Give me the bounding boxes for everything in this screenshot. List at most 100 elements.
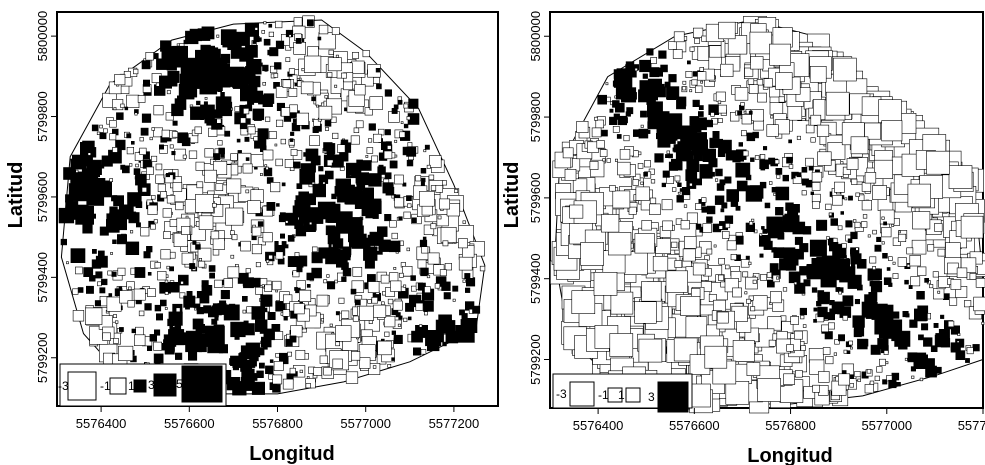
residual-square (285, 57, 291, 62)
residual-square (331, 27, 340, 35)
residual-square (760, 274, 767, 281)
residual-square (324, 95, 328, 99)
residual-square (717, 149, 726, 157)
residual-square (702, 148, 716, 162)
residual-square (311, 96, 316, 102)
residual-square (909, 255, 921, 267)
residual-square (748, 295, 754, 301)
residual-square (726, 153, 732, 159)
residual-square (369, 96, 383, 110)
y-axis-ticks: 5799200 5799400 5799600 5799800 5800000 (35, 11, 57, 383)
residual-square (316, 294, 329, 307)
residual-square (716, 311, 729, 324)
residual-square (195, 244, 201, 250)
residual-square (391, 357, 395, 361)
residual-square (91, 259, 102, 269)
residual-square (591, 127, 602, 138)
residual-square (245, 268, 251, 274)
residual-square (394, 197, 404, 208)
residual-square (117, 234, 128, 245)
residual-square (975, 277, 985, 288)
residual-square (254, 27, 258, 31)
residual-square (110, 252, 113, 255)
residual-square (748, 261, 752, 266)
residual-square (403, 123, 409, 129)
residual-square (832, 237, 838, 243)
residual-square (782, 287, 788, 292)
residual-square (872, 266, 877, 270)
residual-square (752, 279, 757, 284)
residual-square (394, 139, 398, 143)
residual-square (187, 61, 198, 72)
residual-square (365, 155, 369, 158)
residual-square (420, 267, 429, 277)
legend-label: 3 (648, 390, 655, 404)
residual-square (281, 241, 287, 246)
residual-square (163, 231, 171, 240)
residual-square (810, 114, 822, 126)
residual-square (117, 267, 126, 276)
residual-square (706, 248, 713, 255)
residual-square (661, 182, 667, 188)
residual-square (708, 56, 722, 70)
residual-square (65, 200, 79, 214)
residual-square (124, 106, 129, 111)
residual-square (139, 147, 147, 155)
residual-square (681, 187, 691, 196)
residual-square (940, 314, 945, 319)
residual-square (261, 30, 265, 34)
residual-square (215, 183, 224, 191)
residual-square (326, 281, 336, 290)
residual-square (858, 194, 865, 201)
residual-square (165, 112, 174, 121)
residual-square (861, 96, 882, 117)
residual-square (403, 103, 409, 109)
residual-square (832, 195, 843, 206)
residual-square (263, 38, 271, 46)
residual-square (918, 311, 928, 321)
residual-square (609, 333, 634, 357)
residual-square (751, 109, 764, 122)
residual-square (350, 288, 357, 295)
residual-square (99, 132, 107, 140)
residual-square (352, 236, 362, 245)
residual-square (332, 238, 344, 249)
residual-square (95, 271, 103, 279)
residual-square (293, 17, 303, 27)
residual-square (256, 370, 264, 378)
residual-square (800, 315, 805, 320)
residual-square (612, 126, 620, 133)
residual-square (72, 288, 79, 295)
x-tick-label: 5576800 (765, 418, 816, 433)
residual-square (641, 281, 662, 302)
residual-square (676, 96, 687, 107)
residual-square (149, 334, 157, 342)
residual-square (244, 136, 250, 142)
residual-square (612, 100, 620, 108)
residual-square (405, 302, 414, 312)
residual-square (107, 270, 113, 276)
residual-square (589, 161, 599, 170)
residual-square (176, 43, 180, 47)
residual-square (261, 284, 265, 288)
residual-square (166, 90, 171, 95)
residual-square (628, 206, 637, 215)
residual-square (147, 345, 153, 352)
residual-square (930, 345, 938, 353)
residual-square (685, 71, 693, 78)
residual-square (188, 351, 198, 361)
residual-square (318, 105, 333, 120)
residual-square (854, 298, 861, 305)
residual-square (216, 118, 222, 124)
residual-square (100, 164, 105, 169)
residual-square (619, 149, 631, 160)
residual-square (296, 112, 309, 126)
residual-square (838, 334, 846, 342)
residual-square (855, 247, 859, 251)
residual-square (854, 370, 861, 378)
residual-square (862, 214, 868, 219)
residual-square (171, 151, 176, 156)
residual-square (768, 181, 773, 185)
residual-square (800, 345, 806, 351)
residual-square (757, 378, 782, 402)
